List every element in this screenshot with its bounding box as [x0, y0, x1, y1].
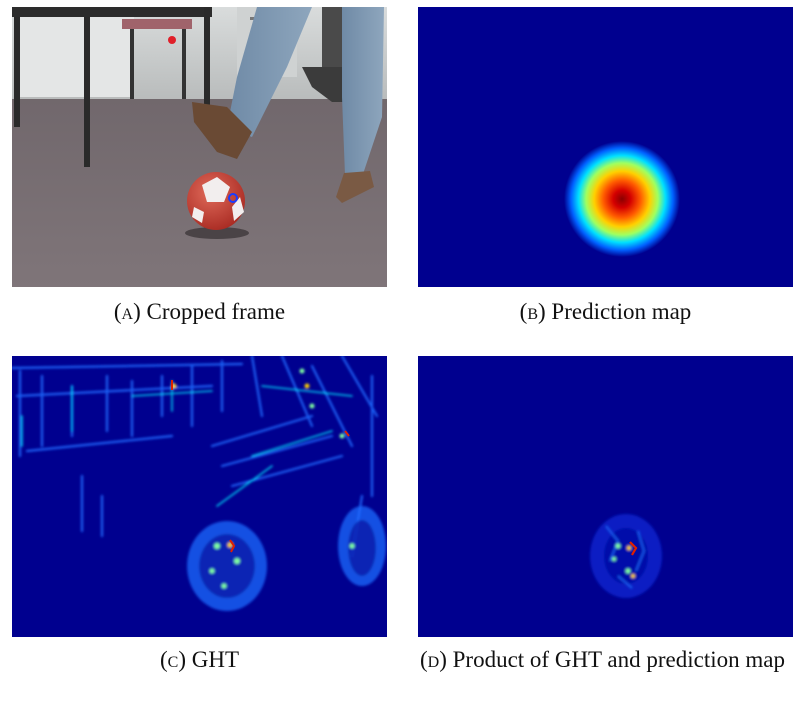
panel-caption-text: GHT — [191, 647, 240, 672]
panel-label: (d) — [420, 647, 447, 672]
caption-product: (d) Product of GHT and prediction map — [412, 644, 793, 675]
caption-cropped-frame: (a) Cropped frame — [12, 296, 387, 327]
panel-label: (a) — [113, 299, 141, 324]
panel-caption-text: Prediction map — [551, 299, 692, 324]
prediction-map-image — [418, 7, 793, 287]
panel-caption-text: Cropped frame — [146, 299, 286, 324]
caption-prediction-map: (b) Prediction map — [418, 296, 793, 327]
cropped-frame-image — [12, 7, 387, 287]
panel-label: (c) — [159, 647, 186, 672]
caption-ght: (c) GHT — [12, 644, 387, 675]
product-image — [418, 356, 793, 637]
ght-image — [12, 356, 387, 637]
panel-caption-text: Product of GHT and prediction map — [452, 647, 785, 672]
panel-label: (b) — [519, 299, 546, 324]
